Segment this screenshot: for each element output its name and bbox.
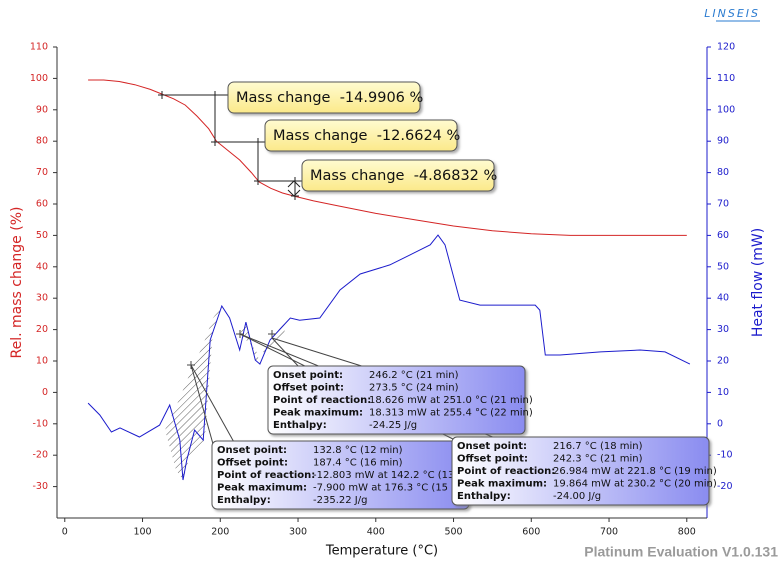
peak-row-value: -24.25 J/g	[369, 420, 417, 431]
step-markers	[158, 91, 302, 200]
peak-row-value: -12.803 mW at 142.2 °C (13 min)	[313, 470, 480, 481]
y-tick-label: 60	[36, 199, 48, 210]
y2-tick-label: 80	[717, 167, 729, 178]
peak-row-value: 26.984 mW at 221.8 °C (19 min)	[553, 466, 717, 477]
peak-row-value: 19.864 mW at 230.2 °C (20 min)	[553, 479, 717, 490]
peak-row-value: -235.22 J/g	[313, 495, 367, 506]
mass-change-box	[301, 159, 495, 192]
peak-row-value: 216.7 °C (18 min)	[553, 441, 643, 452]
y-tick-label: 90	[36, 104, 48, 115]
y-tick-label: 50	[36, 230, 48, 241]
x-tick-label: 400	[367, 527, 385, 538]
peak-row-label: Point of reaction:	[457, 466, 555, 477]
y2-tick-label: -10	[717, 450, 733, 461]
peak-row-value: 187.4 °C (16 min)	[313, 458, 403, 469]
y2-tick-label: 10	[717, 387, 729, 398]
x-tick-label: 200	[211, 527, 229, 538]
peak-row-value: 18.313 mW at 255.4 °C (22 min)	[369, 408, 533, 419]
x-tick-label: 700	[600, 527, 618, 538]
peak-row-label: Offset point:	[217, 458, 288, 469]
peak-box	[267, 365, 526, 435]
peak-row-label: Enthalpy:	[273, 420, 327, 431]
y-axis-label: Rel. mass change (%)	[9, 207, 25, 359]
x-tick-label: 800	[678, 527, 696, 538]
peak-row-label: Onset point:	[217, 445, 287, 456]
peak-row-value: 132.8 °C (12 min)	[313, 445, 403, 456]
peak-row-label: Point of reaction:	[217, 470, 315, 481]
y-tick-label: -10	[32, 418, 48, 429]
y-tick-label: 40	[36, 261, 48, 272]
y2-tick-label: 110	[717, 73, 735, 84]
peak-row-label: Offset point:	[457, 454, 528, 465]
peak-row-value: 18.626 mW at 251.0 °C (21 min)	[369, 395, 533, 406]
y2-tick-label: 20	[717, 356, 729, 367]
x-tick-label: 100	[133, 527, 151, 538]
y-tick-label: 110	[30, 42, 48, 53]
peak-row-value: -24.00 J/g	[553, 491, 601, 502]
y2-tick-label: 120	[717, 42, 735, 53]
x-tick-label: 0	[62, 527, 68, 538]
x-tick-label: 500	[444, 527, 462, 538]
y2-tick-label: 30	[717, 324, 729, 335]
peak-row-value: 273.5 °C (24 min)	[369, 383, 459, 394]
y-tick-label: 30	[36, 293, 48, 304]
peak-box	[451, 436, 710, 506]
peak-row-label: Peak maximum:	[273, 408, 363, 419]
mass-change-label: Mass change -14.9906 %	[236, 90, 423, 106]
y-tick-label: 70	[36, 167, 48, 178]
y-tick-label: 0	[42, 387, 48, 398]
y2-tick-label: 100	[717, 104, 735, 115]
data-line	[87, 234, 691, 481]
y2-tick-label: 90	[717, 136, 729, 147]
y2-axis-label: Heat flow (mW)	[750, 228, 766, 337]
mass-change-label: Mass change -4.86832 %	[310, 168, 497, 184]
peak-row-label: Peak maximum:	[217, 483, 307, 494]
peak-row-label: Point of reaction:	[273, 395, 371, 406]
y-tick-label: 100	[30, 73, 48, 84]
peak-area	[262, 318, 290, 356]
y2-tick-label: 60	[717, 230, 729, 241]
y-tick-label: -30	[32, 481, 48, 492]
y-tick-label: 10	[36, 356, 48, 367]
y2-tick-label: -20	[717, 481, 733, 492]
peak-row-label: Enthalpy:	[457, 491, 511, 502]
y-tick-label: -20	[32, 450, 48, 461]
y2-tick-label: 0	[717, 418, 723, 429]
callout-boxes: Mass change -14.9906 % Mass change -12.66…	[211, 81, 717, 510]
y-tick-label: 20	[36, 324, 48, 335]
peak-row-value: 242.3 °C (21 min)	[553, 454, 643, 465]
peak-row-label: Onset point:	[273, 370, 343, 381]
peak-row-label: Offset point:	[273, 383, 344, 394]
mass-change-label: Mass change -12.6624 %	[273, 128, 460, 144]
plot-area: -30-20-100102030405060708090100110-20-10…	[9, 42, 766, 559]
peak-row-label: Peak maximum:	[457, 479, 547, 490]
y-tick-label: 80	[36, 136, 48, 147]
y2-tick-label: 40	[717, 293, 729, 304]
x-tick-label: 600	[522, 527, 540, 538]
peak-row-value: -7.900 mW at 176.3 °C (15 min)	[313, 483, 474, 494]
y2-tick-label: 70	[717, 199, 729, 210]
peak-area	[240, 322, 260, 364]
y2-tick-label: 50	[717, 261, 729, 272]
peak-row-label: Enthalpy:	[217, 495, 271, 506]
x-tick-label: 300	[289, 527, 307, 538]
mass-change-box	[264, 119, 458, 152]
footer-version: Platinum Evaluation V1.0.131	[584, 544, 778, 560]
data-line	[88, 79, 687, 236]
peak-row-value: 246.2 °C (21 min)	[369, 370, 459, 381]
mass-change-box	[227, 81, 421, 114]
peak-row-label: Onset point:	[457, 441, 527, 452]
x-axis-label: Temperature (°C)	[325, 544, 438, 559]
logo: LINSEIS	[704, 7, 760, 20]
